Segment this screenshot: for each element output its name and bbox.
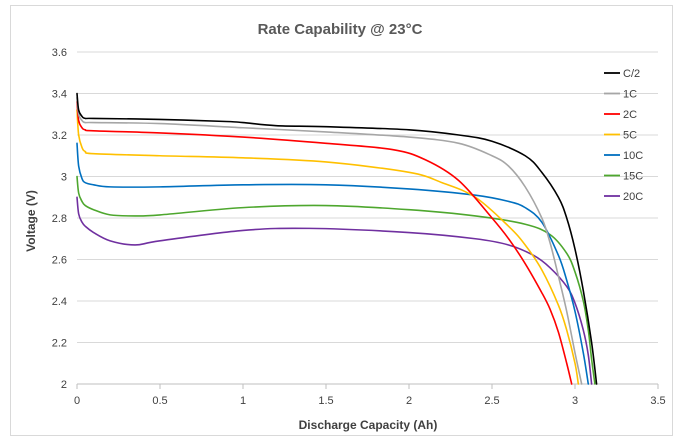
series-line-10c (76, 142, 590, 385)
axes: 2 2.2 2.4 2.6 2.8 3 3.2 3.4 3.6 0 0.5 1 1.5 2 2.5 3 3.5 (52, 47, 666, 407)
series-line-15c (76, 175, 596, 385)
chart-frame (10, 5, 673, 436)
x-tick-label: 1.5 (318, 395, 333, 407)
legend-label-5c: 5C (623, 130, 637, 142)
legend-label-1c: 1C (623, 89, 637, 101)
y-tick-label: 2.2 (52, 338, 67, 350)
x-tick-label: 1 (240, 395, 246, 407)
y-tick-label: 3.2 (52, 130, 67, 142)
y-tick-label: 2 (61, 379, 67, 391)
x-tick-label: 2 (406, 395, 412, 407)
x-tick-label: 0 (74, 395, 80, 407)
legend: C/2 1C 2C 5C 10C 15C 20C (604, 68, 643, 203)
series-line-1c (76, 96, 583, 385)
series-line-2c (76, 101, 573, 385)
y-tick-label: 2.6 (52, 255, 67, 267)
legend-label-20c: 20C (623, 191, 643, 203)
chart-title: Rate Capability @ 23°C (258, 21, 423, 38)
series-line-20c (76, 196, 593, 385)
x-tick-label: 2.5 (484, 395, 499, 407)
y-tick-label: 2.4 (52, 296, 67, 308)
legend-label-15c: 15C (623, 171, 643, 183)
series-lines (76, 92, 598, 385)
y-tick-label: 3.6 (52, 47, 67, 59)
y-axis-title: Voltage (V) (24, 190, 38, 252)
x-axis-title: Discharge Capacity (Ah) (299, 418, 438, 432)
x-tick-label: 3.5 (650, 395, 665, 407)
y-tick-label: 2.8 (52, 213, 67, 225)
legend-label-c-2: C/2 (623, 68, 640, 80)
legend-label-2c: 2C (623, 109, 637, 121)
gridlines (77, 51, 658, 343)
y-tick-label: 3 (61, 172, 67, 184)
series-line-c-2 (76, 92, 598, 385)
y-tick-label: 3.4 (52, 89, 67, 101)
series-line-5c (76, 109, 580, 385)
x-tick-label: 3 (572, 395, 578, 407)
legend-label-10c: 10C (623, 150, 643, 162)
x-tick-label: 0.5 (152, 395, 167, 407)
